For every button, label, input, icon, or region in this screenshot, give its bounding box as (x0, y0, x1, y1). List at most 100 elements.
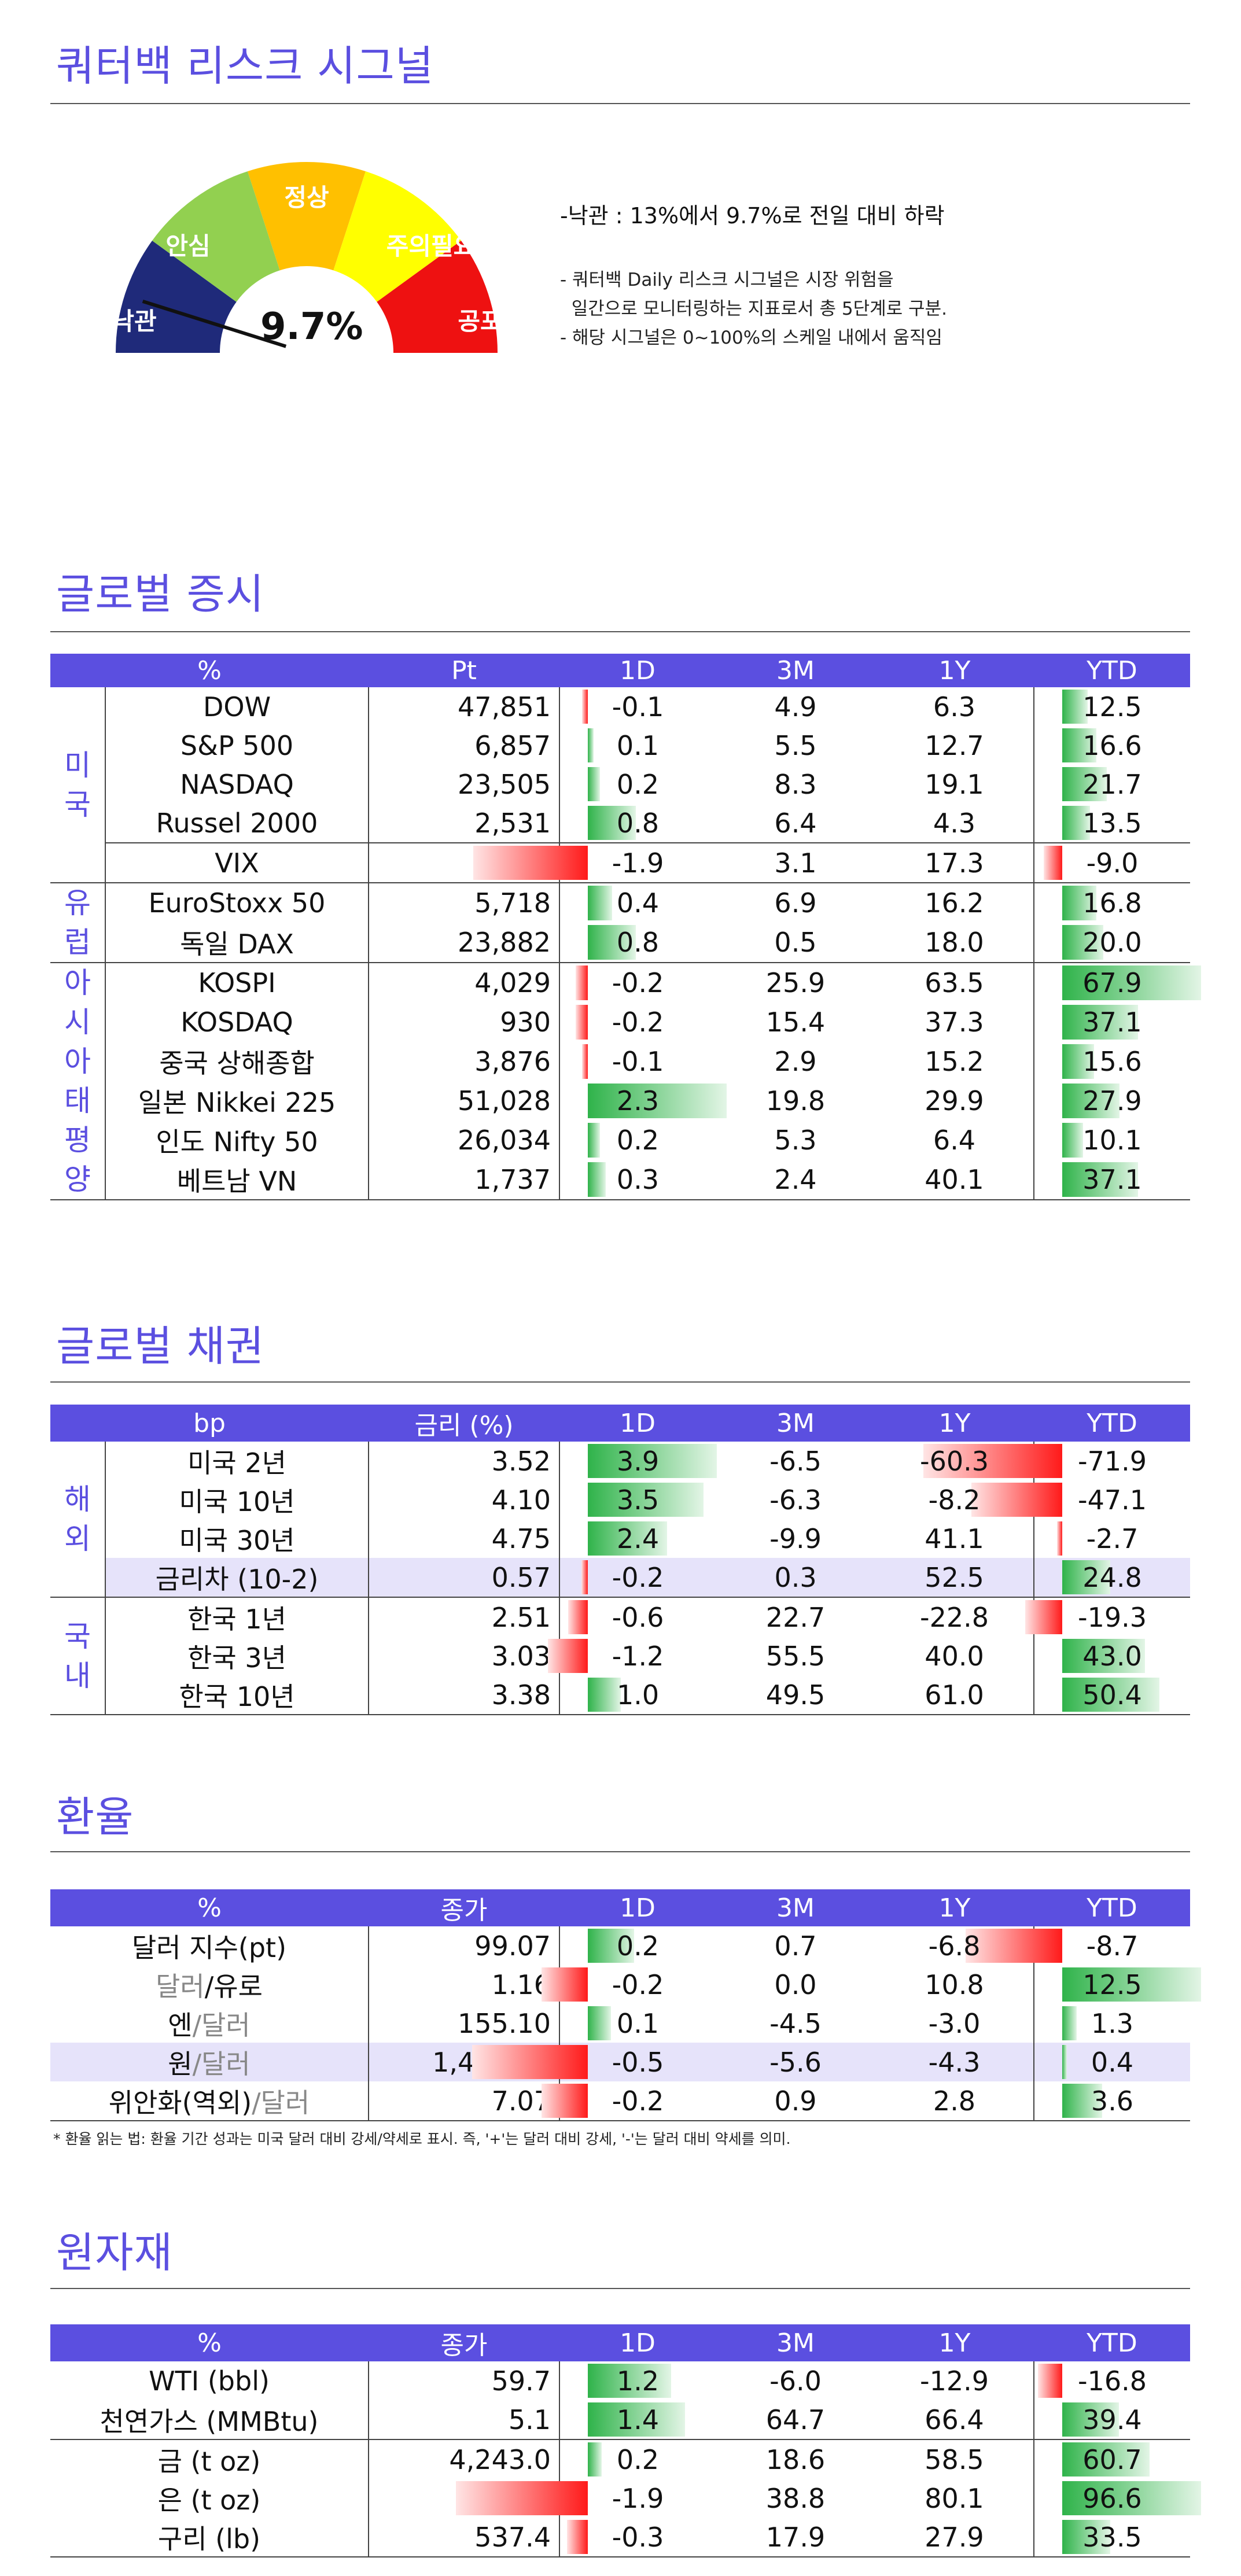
row-name-part: 원 (168, 2048, 193, 2080)
value-cell: 15.2 (875, 1041, 1034, 1081)
header-cell: YTD (1034, 654, 1190, 687)
commodities-table: % 종가 1D 3M 1Y YTD WTI (bbl) 59.7 1.2 -6.0 -12.9 -16… (50, 2324, 1201, 2557)
value-text: 18.6 (765, 2444, 826, 2475)
level-cell: 3.03 (369, 1637, 561, 1675)
header-cell: 종가 (369, 2324, 559, 2361)
value-text: -9.9 (769, 1523, 822, 1554)
value-text: -71.9 (1078, 1445, 1147, 1477)
header-cell: % (50, 654, 369, 687)
data-bar (1062, 2045, 1067, 2079)
value-text: 39.4 (1082, 2404, 1142, 2435)
value-text: 40.1 (925, 1163, 984, 1195)
header-cell: 1Y (875, 1889, 1034, 1926)
data-bar (588, 1122, 600, 1158)
data-bar (1062, 925, 1103, 960)
value-text: -8.7 (1086, 1930, 1139, 1962)
value-cell: -0.6 (559, 1597, 716, 1637)
value-text: 0.9 (774, 2085, 817, 2117)
value-cell: 52.5 (875, 1558, 1035, 1598)
value-text: 37.1 (1082, 1163, 1142, 1195)
value-cell: 55.5 (716, 1637, 875, 1675)
gauge-segment-label: 안심 (165, 232, 210, 260)
value-text: -0.1 (612, 691, 664, 723)
value-text: -5.6 (769, 2046, 822, 2078)
value-text: 24.8 (1082, 1561, 1142, 1593)
value-cell: 13.5 (1034, 804, 1190, 843)
row-name: WTI (bbl) (50, 2361, 369, 2400)
value-cell: 0.8 (559, 923, 716, 963)
value-text: 1.2 (616, 2365, 660, 2397)
value-cell: 66.4 (875, 2400, 1034, 2439)
table-row: 베트남 VN 1,737 0.3 2.4 40.1 37.1 (50, 1159, 1190, 1201)
value-text: -60.3 (920, 1445, 989, 1477)
value-text: 61.0 (925, 1679, 984, 1711)
row-name: 금리차 (10-2) (105, 1558, 370, 1598)
data-bar (1062, 1044, 1095, 1079)
value-text: -0.2 (612, 967, 664, 998)
row-name: 한국 3년 (105, 1637, 370, 1675)
data-bar (588, 2402, 685, 2437)
header-cell: 3M (716, 654, 875, 687)
value-cell: 37.1 (1034, 1003, 1190, 1042)
value-text: 4.3 (933, 807, 976, 839)
data-bar (1062, 728, 1096, 762)
value-text: 20.0 (1082, 927, 1142, 958)
value-cell: 3.6 (1034, 2081, 1190, 2121)
data-bar (581, 1044, 588, 1079)
value-text: 4.9 (774, 691, 817, 723)
value-text: 0.2 (616, 1124, 660, 1156)
data-bar (1062, 1967, 1201, 2002)
data-bar (971, 1483, 1063, 1517)
value-text: -19.3 (1078, 1601, 1147, 1633)
value-cell: -9.9 (716, 1519, 875, 1558)
equity-table: % Pt 1D 3M 1Y YTD 미 국 DOW 47,851 -0.1 4.9 6.3 12.5 S&… (50, 654, 1201, 1201)
value-cell: 37.3 (875, 1003, 1034, 1042)
value-cell: 12.5 (1034, 1965, 1201, 2004)
value-text: -0.2 (612, 1969, 664, 2000)
value-text: 38.8 (765, 2482, 826, 2514)
value-cell: 64.7 (716, 2400, 875, 2439)
data-bar (548, 1639, 588, 1673)
value-cell: 17.9 (716, 2518, 875, 2557)
header-cell: 1D (559, 654, 716, 687)
equity-divider (50, 631, 1190, 632)
gauge-segment (333, 171, 461, 302)
value-cell: 43.0 (1034, 1637, 1190, 1675)
value-text: 0.4 (616, 887, 660, 919)
row-name-part: /유로 (204, 1970, 263, 2002)
data-bar (923, 1444, 1063, 1478)
value-cell: 0.8 (559, 804, 716, 843)
header-cell: 1Y (875, 2324, 1034, 2361)
level-cell: 4,243.0 (369, 2439, 560, 2479)
table-header-row: bp 금리 (%) 1D 3M 1Y YTD (50, 1405, 1191, 1442)
data-bar (588, 2364, 671, 2398)
row-name: 달러/유로 (50, 1965, 369, 2004)
level-cell: 4.10 (369, 1480, 561, 1519)
value-cell: 49.5 (716, 1675, 876, 1715)
commodities-title: 원자재 (56, 2228, 173, 2277)
value-text: 1.3 (1091, 2007, 1134, 2039)
value-text: 0.1 (616, 729, 660, 761)
value-cell: 40.1 (875, 1159, 1034, 1201)
data-bar (568, 1600, 588, 1634)
value-cell: 10.1 (1034, 1121, 1190, 1160)
group-label: 미 국 (50, 687, 106, 883)
data-bar (581, 1560, 588, 1594)
value-text: 37.3 (925, 1006, 984, 1038)
value-cell: 0.3 (716, 1558, 876, 1598)
row-name: 은 (t oz) (50, 2479, 369, 2518)
data-bar (1038, 2364, 1062, 2398)
value-cell: 80.1 (875, 2479, 1034, 2518)
gauge-needle (142, 300, 287, 348)
value-text: 2.8 (933, 2085, 976, 2117)
value-text: 18.0 (925, 927, 984, 958)
value-cell: -4.5 (716, 2004, 875, 2043)
level-cell: 99.07 (369, 1926, 560, 1965)
value-text: 2.4 (616, 1523, 660, 1554)
value-cell: 33.5 (1034, 2518, 1190, 2557)
row-name-part: /달러 (192, 2009, 251, 2041)
value-cell: 0.7 (716, 1926, 875, 1965)
data-bar (588, 925, 636, 960)
value-cell: -1.9 (456, 2479, 716, 2518)
level-cell: 2.51 (369, 1597, 561, 1637)
